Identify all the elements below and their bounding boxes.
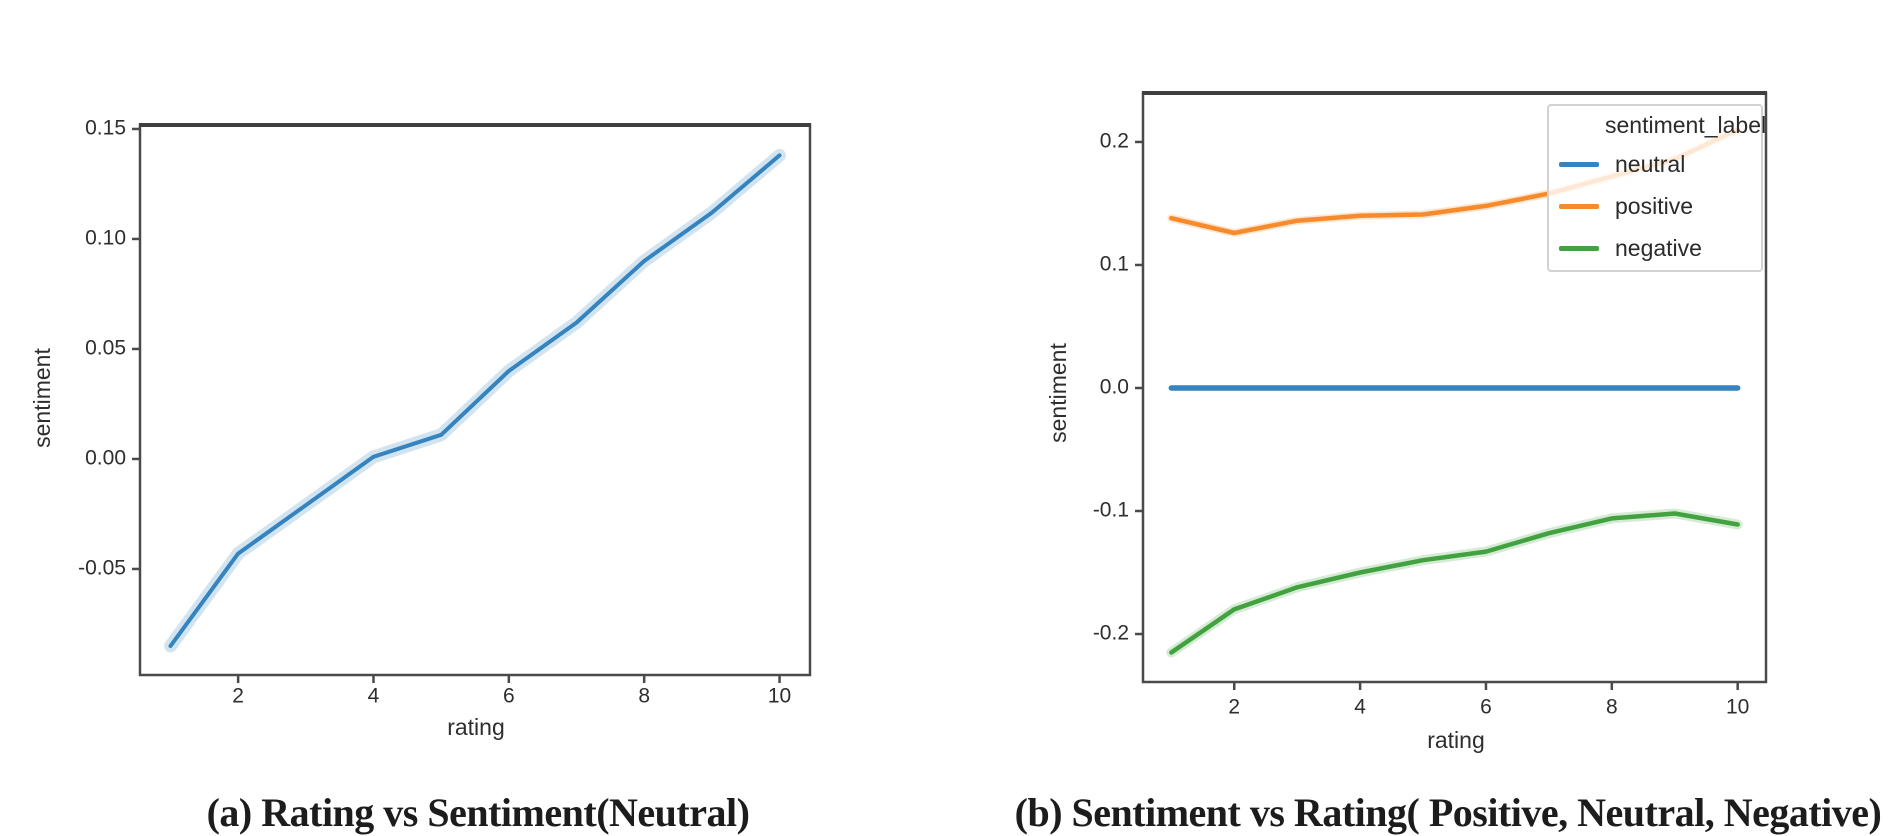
confidence-band-negative [1166,508,1743,658]
legend-label: neutral [1615,150,1686,177]
x-tick-label: 8 [1606,696,1618,719]
x-tick-label: 4 [368,685,380,708]
caption-chart-b: (b) Sentiment vs Rating( Positive, Neutr… [1014,790,1882,835]
y-tick-label: -0.05 [78,557,126,580]
y-axis-label: sentiment [1045,343,1071,443]
y-tick-label: 0.00 [85,447,126,470]
series-line-neutral [168,153,782,648]
x-tick-label: 6 [503,685,515,708]
y-tick-label: -0.2 [1093,622,1129,645]
legend-swatch-negative [1559,245,1599,251]
legend-entry-positive: positive [1559,185,1751,227]
legend-label: negative [1615,234,1702,261]
legend: sentiment_label neutral positive negative [1547,104,1767,272]
y-tick-label: 0.05 [85,337,126,360]
x-tick-label: 4 [1354,696,1366,719]
legend-swatch-positive [1559,203,1599,209]
y-tick-label: 0.10 [85,227,126,250]
y-tick-label: 0.1 [1100,253,1129,276]
x-tick-label: 6 [1480,696,1492,719]
x-tick-label: 10 [768,685,791,708]
y-tick-label: 0.15 [85,117,126,140]
x-axis-label: rating [1427,727,1485,753]
x-tick-label: 2 [1228,696,1240,719]
y-tick-label: -0.1 [1093,499,1129,522]
legend-entry-negative: negative [1559,227,1751,269]
legend-entry-neutral: neutral [1559,143,1751,185]
caption-chart-a: (a) Rating vs Sentiment(Neutral) [206,790,750,835]
x-axis-label: rating [447,714,505,740]
legend-swatch-neutral [1559,161,1599,167]
y-axis-label: sentiment [29,348,55,448]
legend-label: positive [1615,192,1693,219]
x-tick-label: 8 [638,685,650,708]
y-tick-label: 0.2 [1100,130,1129,153]
series-line-negative [1169,511,1740,655]
x-tick-label: 2 [232,685,244,708]
x-tick-label: 10 [1726,696,1749,719]
legend-title: sentiment_label [1605,112,1767,138]
y-tick-label: 0.0 [1100,376,1129,399]
